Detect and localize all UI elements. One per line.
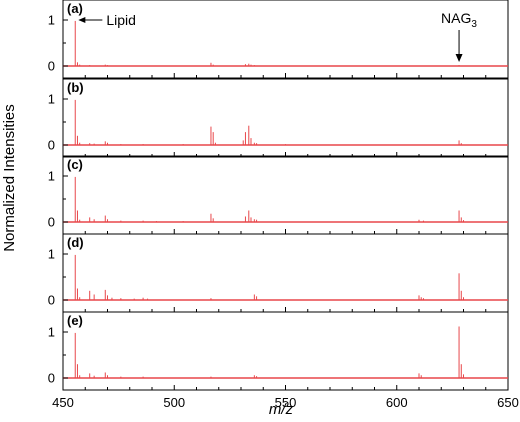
panel-label: (e) [67, 313, 83, 328]
panels-layer: 0 1 (a) 0 1 (b) 0 1 (c) 0 1 (d) 0 1 (e) [48, 0, 509, 391]
x-tick-label: 550 [275, 395, 297, 410]
y-tick-label: 1 [48, 247, 55, 262]
lipid-annotation-label: Lipid [106, 12, 136, 28]
panel-5: 0 1 (e) [48, 311, 509, 391]
shared-axis-layer: Normalized Intensities m/z [1, 104, 294, 418]
y-tick-label: 0 [48, 59, 55, 74]
lipid-arrow-head [78, 17, 86, 23]
panel-4: 0 1 (d) [48, 233, 509, 313]
y-tick-label: 1 [48, 92, 55, 107]
y-tick-label: 1 [48, 325, 55, 340]
annotation-layer: 450 500 550 600 650 Lipid NAG3 [52, 10, 519, 410]
panel-label: (c) [67, 157, 83, 172]
y-tick-label: 0 [48, 371, 55, 386]
panel-label: (a) [67, 1, 83, 16]
panel-1: 0 1 (a) [48, 0, 509, 79]
y-tick-label: 0 [48, 138, 55, 153]
x-tick-label: 650 [497, 395, 519, 410]
y-tick-label: 0 [48, 215, 55, 230]
nag-annotation-label: NAG3 [441, 10, 477, 30]
x-tick-label: 450 [52, 395, 74, 410]
y-tick-label: 1 [48, 169, 55, 184]
x-axis-title: m/z [269, 401, 294, 418]
y-tick-label: 0 [48, 293, 55, 308]
nag-annotation-subscript: 3 [471, 19, 477, 30]
panel-label: (b) [67, 80, 84, 95]
panel-label: (d) [67, 235, 84, 250]
panel-3: 0 1 (c) [48, 155, 509, 235]
nag-arrow-head [455, 54, 463, 62]
x-tick-label: 600 [386, 395, 408, 410]
panel-2: 0 1 (b) [48, 78, 509, 158]
x-tick-label: 500 [163, 395, 185, 410]
y-axis-title: Normalized Intensities [1, 104, 18, 252]
y-tick-label: 1 [48, 13, 55, 28]
